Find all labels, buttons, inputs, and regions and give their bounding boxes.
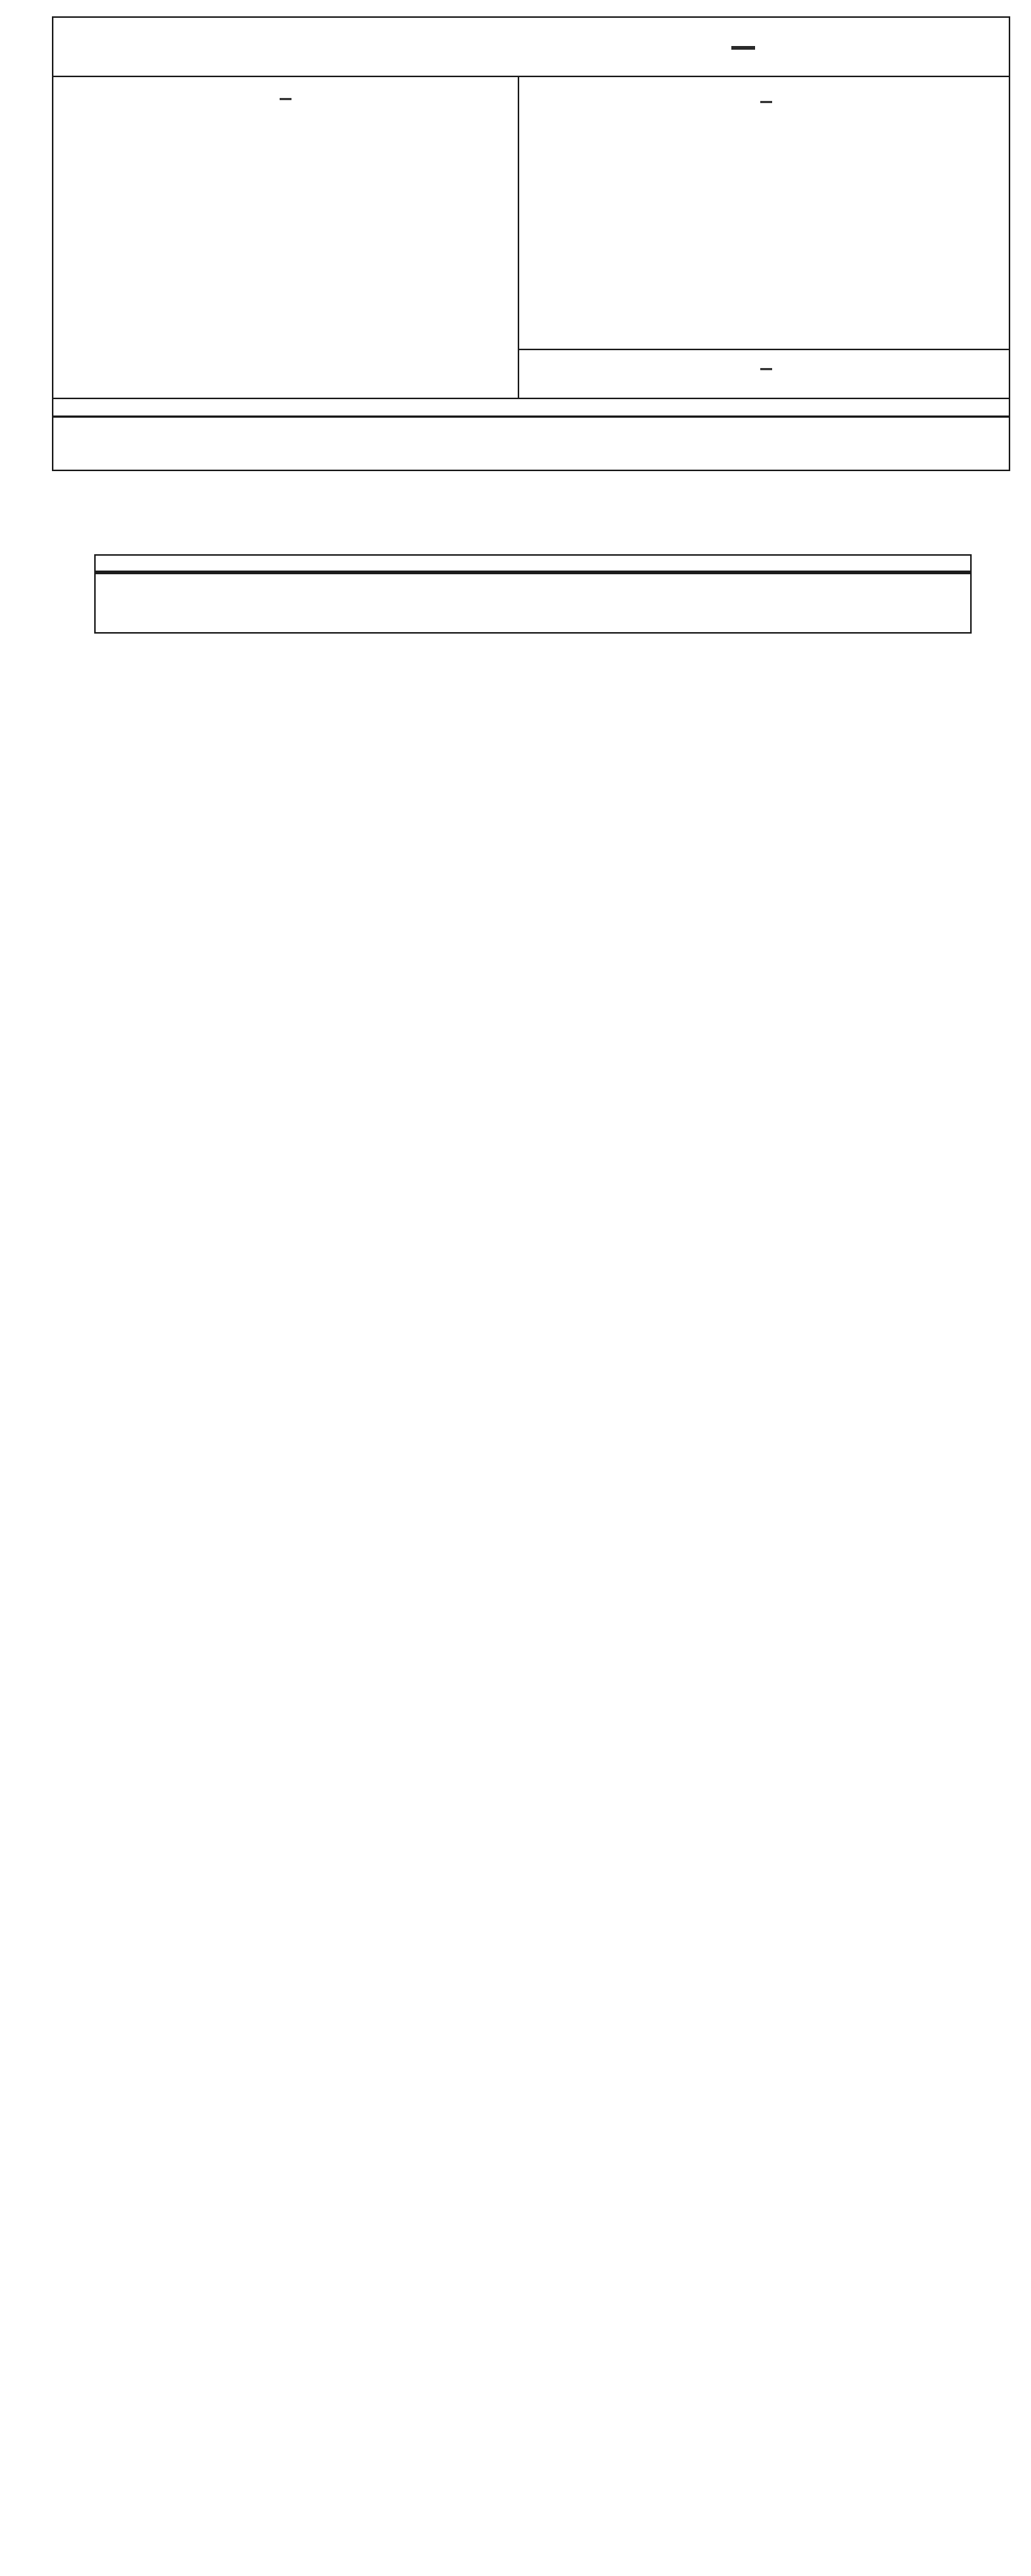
header [53, 18, 1009, 76]
max-ratings-banner [53, 398, 1009, 418]
features-title [760, 97, 772, 103]
datasheet-page-1 [52, 16, 1010, 471]
page-title [731, 40, 755, 50]
package-column [53, 77, 519, 398]
mechanical-data-section [519, 350, 1009, 398]
figures-grid [96, 574, 970, 599]
features-section [519, 77, 1009, 350]
brand-logo [53, 18, 478, 76]
package-name [280, 94, 291, 100]
mechanical-data-title [760, 364, 772, 370]
curves-banner [96, 556, 970, 574]
info-column [519, 77, 1009, 398]
title-block [478, 18, 1009, 76]
datasheet-page-2 [94, 554, 972, 634]
ratings-conditions [53, 418, 1009, 431]
notes-section [53, 431, 1009, 470]
